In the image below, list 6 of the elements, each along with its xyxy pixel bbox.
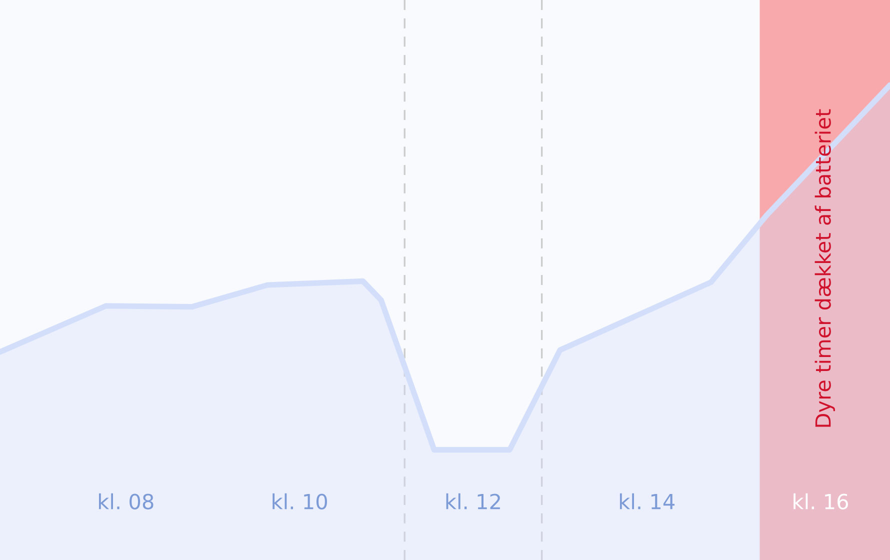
x-tick-label: kl. 16 [794,493,848,510]
x-tick-label: kl. 14 [620,493,675,510]
band-label: Dyre timer dækket af batteriet [814,109,835,427]
x-tick-label: kl. 08 [98,493,154,510]
x-tick-label: kl. 10 [272,493,327,510]
x-tick-label: kl. 12 [446,493,500,510]
